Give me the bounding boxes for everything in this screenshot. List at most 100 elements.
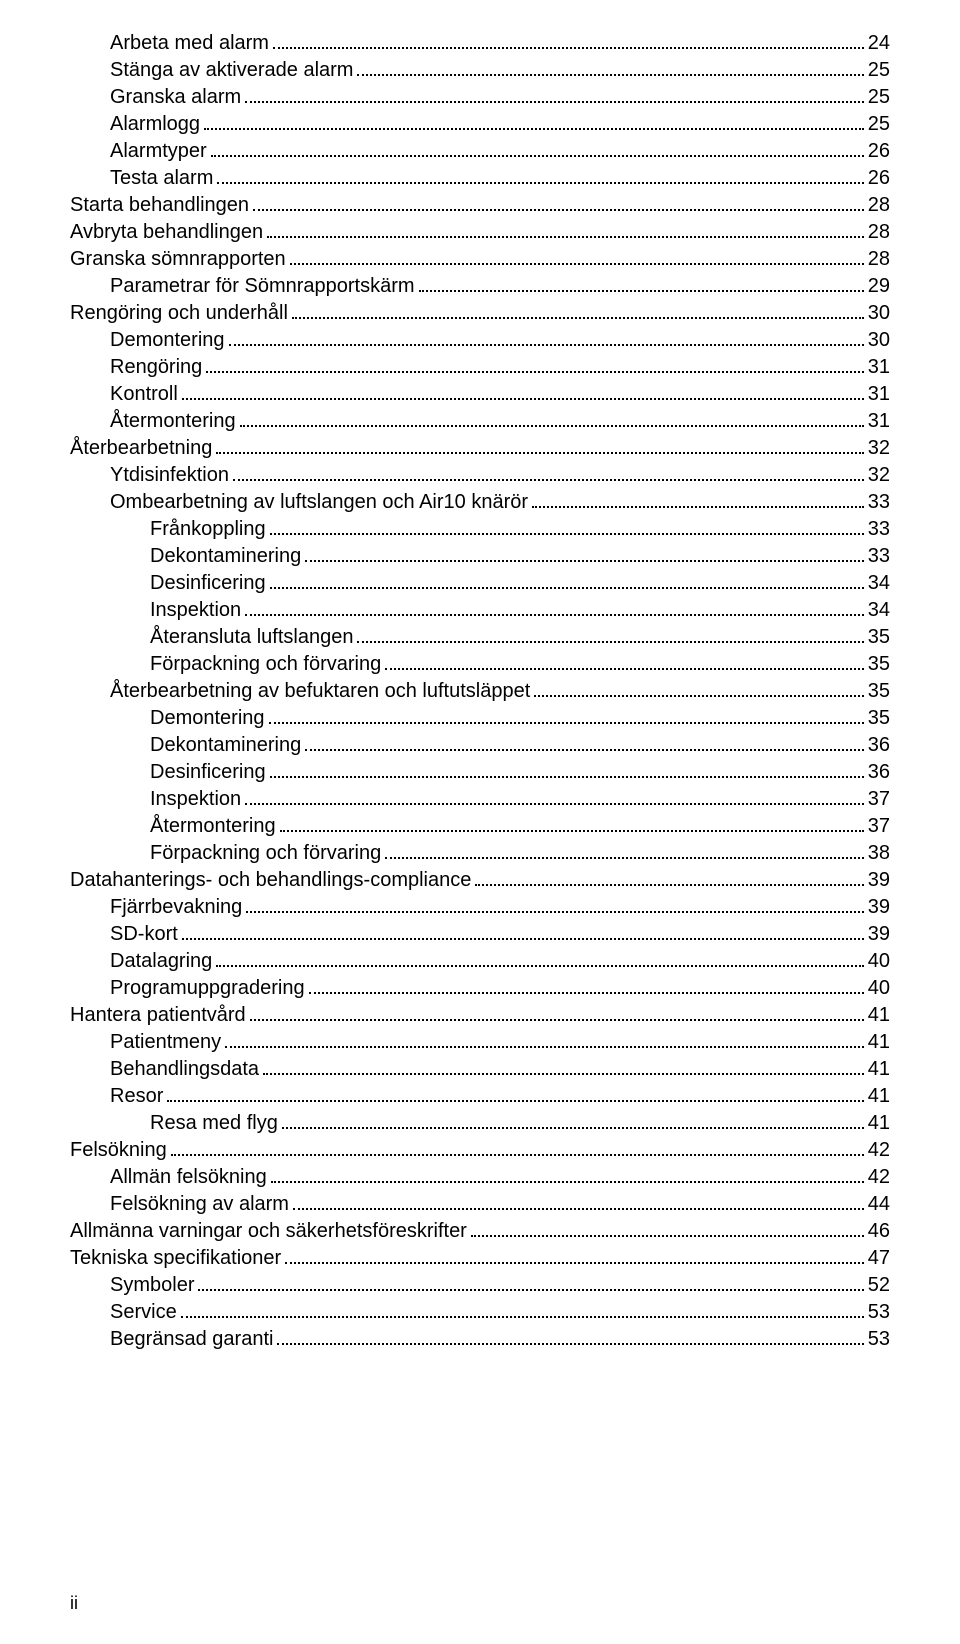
toc-entry: Felsökning 42 (70, 1137, 890, 1164)
toc-entry-page: 32 (868, 462, 890, 489)
toc-dot-leader (271, 1165, 864, 1183)
toc-entry-page: 46 (868, 1218, 890, 1245)
toc-entry: Ytdisinfektion 32 (70, 462, 890, 489)
table-of-contents: Arbeta med alarm 24Stänga av aktiverade … (70, 30, 890, 1353)
toc-entry-page: 33 (868, 516, 890, 543)
toc-entry-page: 36 (868, 759, 890, 786)
toc-entry-label: SD-kort (110, 921, 178, 948)
toc-entry-label: Dekontaminering (150, 732, 301, 759)
toc-dot-leader (270, 517, 864, 535)
toc-dot-leader (245, 598, 864, 616)
toc-entry: Parametrar för Sömnrapportskärm 29 (70, 273, 890, 300)
toc-dot-leader (246, 895, 863, 913)
toc-entry-page: 53 (868, 1299, 890, 1326)
toc-entry: Inspektion 37 (70, 786, 890, 813)
toc-entry-page: 41 (868, 1083, 890, 1110)
toc-entry-label: Service (110, 1299, 177, 1326)
toc-entry-label: Alarmtyper (110, 138, 207, 165)
toc-entry-label: Demontering (110, 327, 225, 354)
toc-dot-leader (357, 58, 863, 76)
toc-entry: Dekontaminering 33 (70, 543, 890, 570)
toc-dot-leader (233, 463, 864, 481)
toc-dot-leader (532, 490, 864, 508)
toc-dot-leader (216, 949, 863, 967)
toc-entry-label: Inspektion (150, 597, 241, 624)
toc-entry-page: 39 (868, 894, 890, 921)
toc-dot-leader (240, 409, 864, 427)
toc-entry-page: 37 (868, 786, 890, 813)
toc-dot-leader (216, 436, 863, 454)
toc-entry-label: Testa alarm (110, 165, 213, 192)
toc-entry: Förpackning och förvaring 35 (70, 651, 890, 678)
toc-entry-label: Tekniska specifikationer (70, 1245, 281, 1272)
toc-entry-label: Starta behandlingen (70, 192, 249, 219)
toc-entry-page: 28 (868, 192, 890, 219)
toc-entry: SD-kort 39 (70, 921, 890, 948)
toc-entry-page: 41 (868, 1002, 890, 1029)
toc-dot-leader (471, 1219, 864, 1237)
toc-entry: Ombearbetning av luftslangen och Air10 k… (70, 489, 890, 516)
toc-dot-leader (270, 571, 864, 589)
toc-dot-leader (198, 1273, 863, 1291)
toc-entry-page: 36 (868, 732, 890, 759)
toc-entry-label: Återmontering (110, 408, 236, 435)
toc-dot-leader (167, 1084, 863, 1102)
toc-entry: Desinficering 36 (70, 759, 890, 786)
toc-entry-label: Fjärrbevakning (110, 894, 242, 921)
toc-entry-label: Symboler (110, 1272, 194, 1299)
toc-entry-label: Kontroll (110, 381, 178, 408)
toc-dot-leader (305, 544, 864, 562)
toc-entry-label: Hantera patientvård (70, 1002, 246, 1029)
toc-entry-page: 25 (868, 57, 890, 84)
toc-entry-label: Programuppgradering (110, 975, 305, 1002)
toc-entry-page: 30 (868, 300, 890, 327)
toc-entry-label: Inspektion (150, 786, 241, 813)
toc-entry-label: Allmän felsökning (110, 1164, 267, 1191)
toc-entry-page: 35 (868, 651, 890, 678)
toc-entry: Arbeta med alarm 24 (70, 30, 890, 57)
toc-entry-label: Desinficering (150, 759, 266, 786)
toc-dot-leader (250, 1003, 864, 1021)
toc-dot-leader (263, 1057, 864, 1075)
toc-dot-leader (293, 1192, 864, 1210)
toc-dot-leader (285, 1246, 864, 1264)
toc-entry-page: 35 (868, 678, 890, 705)
toc-entry: Symboler 52 (70, 1272, 890, 1299)
toc-entry-page: 28 (868, 219, 890, 246)
toc-entry: Datahanterings- och behandlings-complian… (70, 867, 890, 894)
toc-dot-leader (269, 706, 864, 724)
toc-entry-page: 35 (868, 624, 890, 651)
toc-dot-leader (357, 625, 863, 643)
toc-entry-label: Granska alarm (110, 84, 241, 111)
toc-entry: Demontering 35 (70, 705, 890, 732)
toc-entry-page: 42 (868, 1164, 890, 1191)
toc-entry: Återansluta luftslangen 35 (70, 624, 890, 651)
toc-entry-page: 41 (868, 1110, 890, 1137)
toc-entry-label: Allmänna varningar och säkerhetsföreskri… (70, 1218, 467, 1245)
toc-entry-label: Felsökning (70, 1137, 167, 1164)
toc-entry-page: 24 (868, 30, 890, 57)
toc-entry-page: 31 (868, 354, 890, 381)
toc-entry-page: 25 (868, 84, 890, 111)
toc-entry-page: 41 (868, 1029, 890, 1056)
toc-dot-leader (181, 1300, 864, 1318)
toc-entry-page: 33 (868, 489, 890, 516)
toc-dot-leader (245, 787, 864, 805)
toc-entry-page: 28 (868, 246, 890, 273)
toc-dot-leader (206, 355, 863, 373)
toc-entry: Granska alarm 25 (70, 84, 890, 111)
toc-entry: Allmänna varningar och säkerhetsföreskri… (70, 1218, 890, 1245)
toc-entry: Frånkoppling 33 (70, 516, 890, 543)
toc-entry-label: Avbryta behandlingen (70, 219, 263, 246)
toc-entry: Resor 41 (70, 1083, 890, 1110)
toc-entry-page: 25 (868, 111, 890, 138)
toc-entry-label: Arbeta med alarm (110, 30, 269, 57)
toc-entry-label: Förpackning och förvaring (150, 651, 381, 678)
toc-entry-label: Begränsad garanti (110, 1326, 273, 1353)
toc-entry-label: Resa med flyg (150, 1110, 278, 1137)
toc-entry: Tekniska specifikationer 47 (70, 1245, 890, 1272)
toc-entry-label: Ombearbetning av luftslangen och Air10 k… (110, 489, 528, 516)
toc-entry-page: 44 (868, 1191, 890, 1218)
toc-entry-page: 35 (868, 705, 890, 732)
toc-entry: Alarmlogg 25 (70, 111, 890, 138)
